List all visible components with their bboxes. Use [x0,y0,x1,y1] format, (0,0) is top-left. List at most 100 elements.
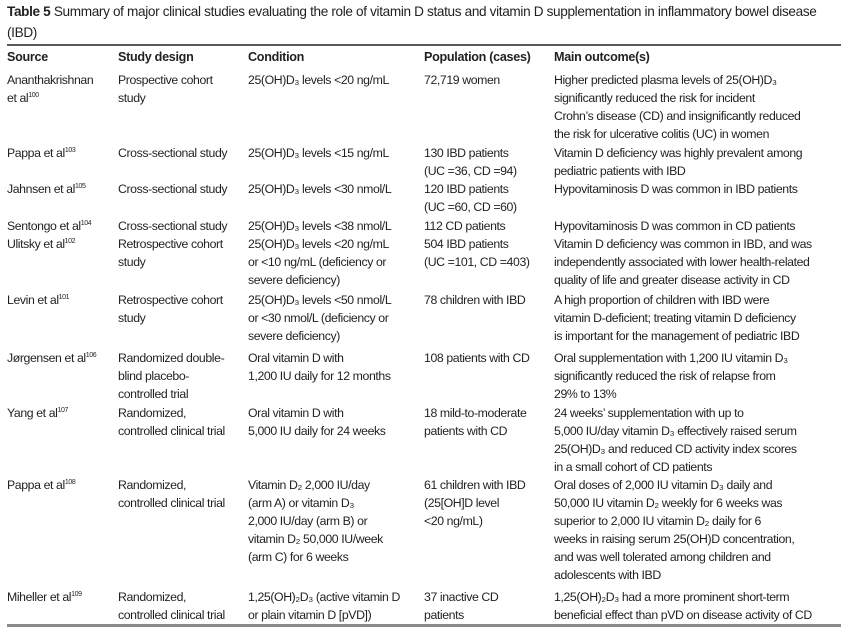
condition-cell: 25(OH)D₃ levels <30 nmol/L [248,180,392,198]
outcome-cell: Hypovitaminosis D was common in CD patie… [554,217,796,235]
design-text: controlled trial [118,387,189,401]
population-line: 61 children with IBD [424,476,526,494]
source-text: Ulitsky et al [7,237,65,251]
condition-cell: Oral vitamin D with 1,200 IU daily for 12… [248,349,391,385]
design-line: controlled clinical trial [118,422,225,440]
population-line: (UC =36, CD =94) [424,162,517,180]
source-text: Jahnsen et al [7,182,75,196]
source-cell: Jahnsen et al105 [7,180,86,198]
table-title: Summary of major clinical studies evalua… [7,4,817,40]
outcome-text: Oral supplementation with 1,200 IU vitam… [554,351,788,365]
outcome-text: the risk for ulcerative colitis (UC) in … [554,127,770,141]
reference-superscript: 104 [80,220,92,227]
reference-superscript: 107 [57,407,68,414]
condition-text: severe deficiency) [248,329,340,343]
condition-cell: 25(OH)D₃ levels <50 nmol/L or <30 nmol/L … [248,291,392,345]
outcome-line: 50,000 IU vitamin D₂ weekly for 6 weeks … [554,494,794,512]
population-cell: 18 mild-to-moderate patients with CD [424,404,527,440]
condition-line: Vitamin D₂ 2,000 IU/day [248,476,383,494]
design-cell: Cross-sectional study [118,180,228,198]
outcome-line: 5,000 IU/day vitamin D₃ effectively rais… [554,422,797,440]
condition-line: (arm C) for 6 weeks [248,548,383,566]
outcome-line: significantly reduced the risk of relaps… [554,367,788,385]
outcome-text: significantly reduced the risk for incid… [554,91,755,105]
outcome-cell: Vitamin D deficiency was common in IBD, … [554,235,812,289]
condition-text: Oral vitamin D with [248,406,344,420]
outcome-line: Oral doses of 2,000 IU vitamin D₃ daily … [554,476,794,494]
design-cell: Cross-sectional study [118,144,228,162]
design-cell: Randomized, controlled clinical trial [118,588,225,624]
source-line: et al100 [7,89,93,107]
design-line: study [118,253,223,271]
population-text: patients [424,608,464,622]
design-text: study [118,91,146,105]
condition-text: 25(OH)D₃ levels <50 nmol/L [248,293,392,307]
population-line: 18 mild-to-moderate [424,404,527,422]
outcome-line: in a small cohort of CD patients [554,458,797,476]
condition-cell: 25(OH)D₃ levels <20 ng/mL or <10 ng/mL (d… [248,235,389,289]
source-text: Levin et al [7,293,59,307]
design-line: blind placebo- [118,367,224,385]
design-line: Randomized double- [118,349,225,367]
outcome-line: 1,25(OH)₂D₃ had a more prominent short-t… [554,588,812,606]
design-text: controlled clinical trial [118,496,225,510]
outcome-text: superior to 2,000 IU vitamin D₂ daily fo… [554,514,761,528]
population-line: 504 IBD patients [424,235,530,253]
source-cell: Levin et al101 [7,291,70,309]
outcome-text: Hypovitaminosis D was common in IBD pati… [554,182,798,196]
outcome-line: Hypovitaminosis D was common in CD patie… [554,217,796,235]
population-line: patients with CD [424,422,526,440]
condition-text: or <10 ng/mL (deficiency or [248,255,387,269]
source-line: Levin et al101 [7,291,70,309]
design-line: Randomized, [118,404,225,422]
outcome-cell: Higher predicted plasma levels of 25(OH)… [554,71,801,143]
population-text: patients with CD [424,424,508,438]
population-cell: 130 IBD patients (UC =36, CD =94) [424,144,517,180]
reference-superscript: 103 [64,147,76,154]
outcome-line: 29% to 13% [554,385,788,403]
outcome-text: vitamin D-deficient; treating vitamin D … [554,311,796,325]
source-cell: Yang et al107 [7,404,68,422]
condition-text: severe deficiency) [248,273,340,287]
reference-superscript: 102 [64,238,76,245]
population-line: (UC =60, CD =60) [424,198,517,216]
reference-superscript: 109 [71,591,82,598]
design-text: study [118,255,146,269]
outcome-line: significantly reduced the risk for incid… [554,89,800,107]
source-text: et al [7,91,29,105]
condition-line: or plain vitamin D [pVD]) [248,606,400,624]
condition-line: 25(OH)D₃ levels <15 ng/mL [248,144,389,162]
outcome-text: Higher predicted plasma levels of 25(OH)… [554,73,777,87]
condition-text: 25(OH)D₃ levels <30 nmol/L [248,182,392,196]
population-line: 78 children with IBD [424,291,526,309]
condition-text: vitamin D₂ 50,000 IU/week [248,532,383,546]
outcome-text: 1,25(OH)₂D₃ had a more prominent short-t… [554,590,790,604]
condition-line: or <30 nmol/L (deficiency or [248,309,391,327]
condition-text: 25(OH)D₃ levels <20 ng/mL [248,237,389,251]
source-line: Jahnsen et al105 [7,180,86,198]
condition-cell: 25(OH)D₃ levels <20 ng/mL [248,71,389,89]
condition-text: (arm C) for 6 weeks [248,550,349,564]
design-line: Cross-sectional study [118,180,228,198]
outcome-line: Crohn’s disease (CD) and insignificantly… [554,107,801,125]
population-line: 72,719 women [424,71,500,89]
outcome-cell: Hypovitaminosis D was common in IBD pati… [554,180,798,198]
table-label: Table 5 [7,4,51,19]
population-text: 61 children with IBD [424,478,526,492]
outcome-text: adolescents with IBD [554,568,661,582]
outcome-text: in a small cohort of CD patients [554,460,713,474]
design-line: Cross-sectional study [118,217,228,235]
population-text: 18 mild-to-moderate [424,406,527,420]
population-text: <20 ng/mL) [424,514,483,528]
population-text: (UC =60, CD =60) [424,200,517,214]
design-text: Randomized double- [118,351,225,365]
design-text: Cross-sectional study [118,146,228,160]
source-line: Miheller et al109 [7,588,82,606]
design-line: Randomized, [118,476,225,494]
bottom-rule [7,624,841,627]
condition-cell: 25(OH)D₃ levels <38 nmol/L [248,217,392,235]
design-line: Randomized, [118,588,225,606]
population-text: 120 IBD patients [424,182,509,196]
column-header-main-outcome: Main outcome(s) [554,50,650,64]
condition-line: severe deficiency) [248,327,391,345]
